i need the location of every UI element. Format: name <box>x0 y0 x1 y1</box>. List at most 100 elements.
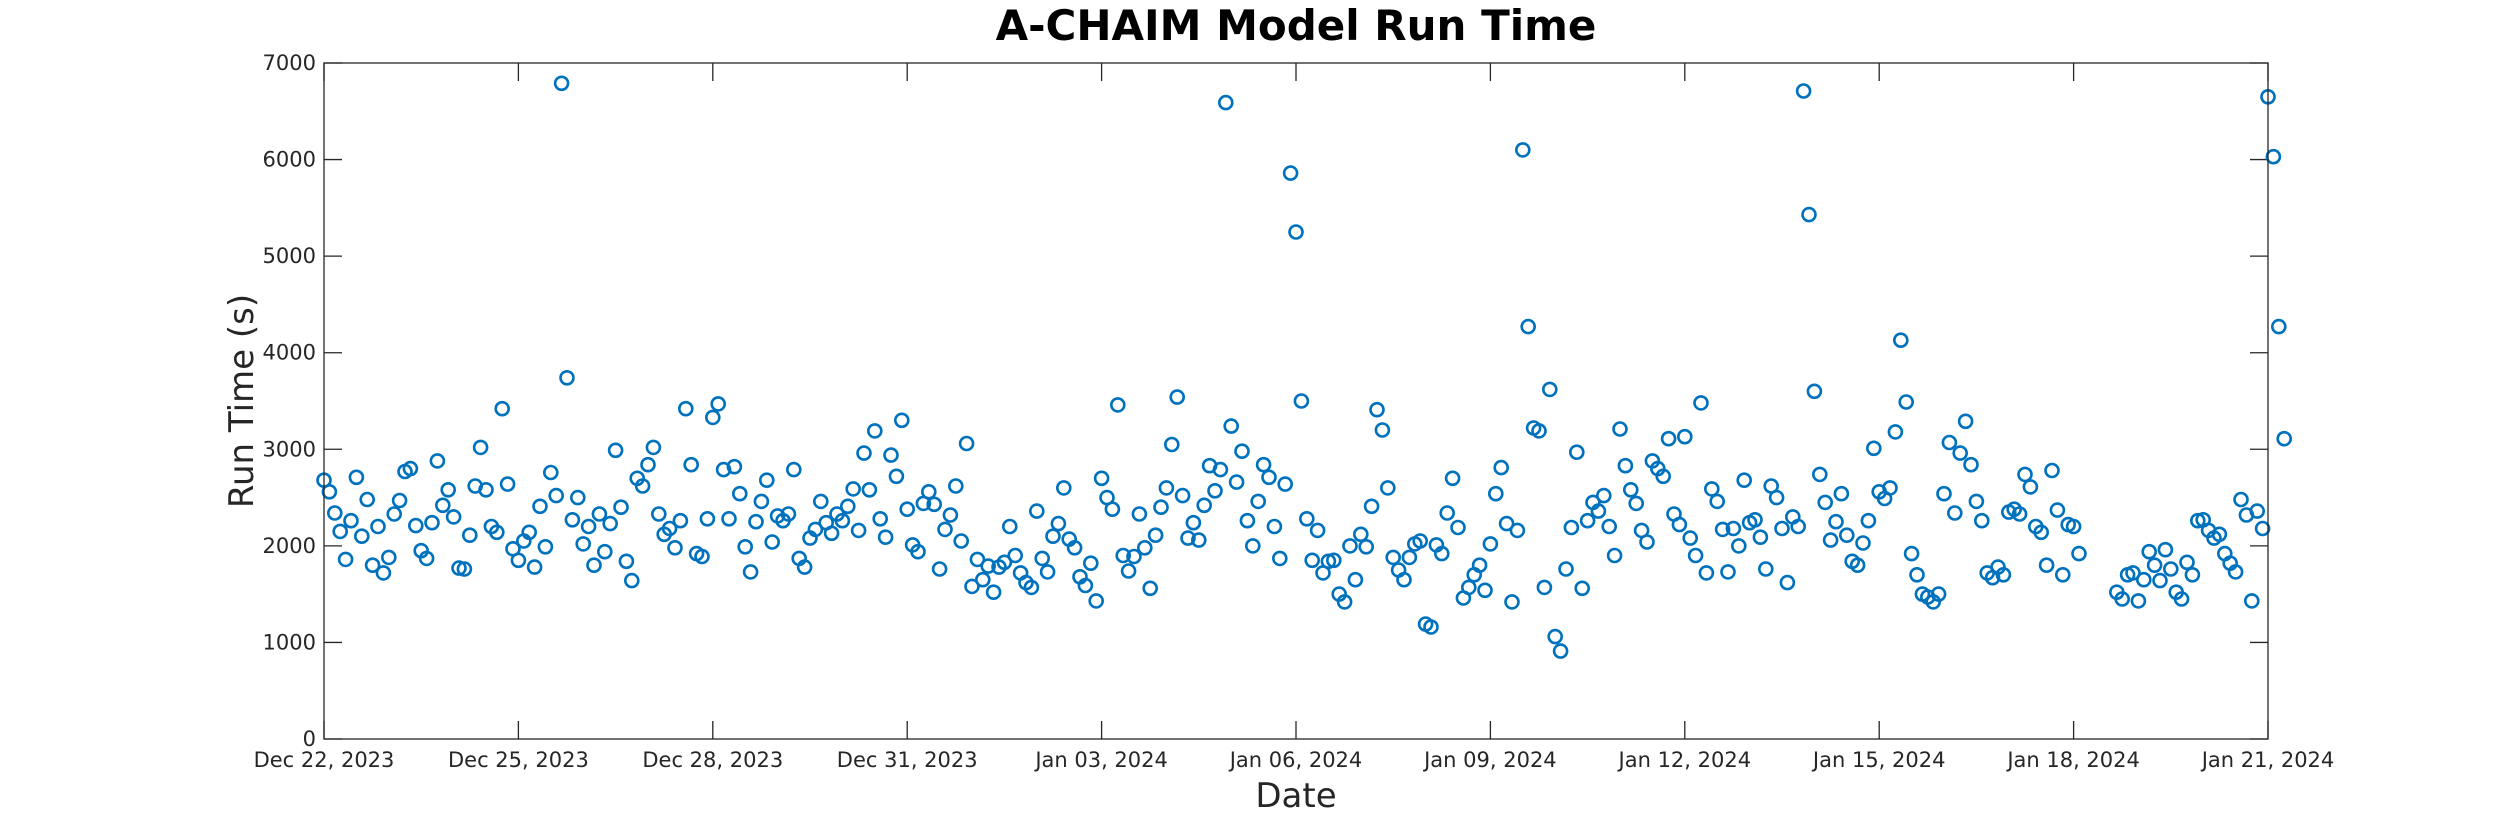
data-point <box>488 524 505 541</box>
data-point <box>2038 557 2055 574</box>
data-point <box>2233 491 2249 508</box>
data-point <box>1191 532 1207 548</box>
data-point <box>2227 564 2244 580</box>
data-point <box>434 497 451 514</box>
data-point <box>866 423 883 439</box>
data-point <box>537 538 554 555</box>
data-points <box>316 75 2292 659</box>
data-point <box>672 512 689 529</box>
data-point <box>2211 526 2228 543</box>
data-point <box>958 435 975 452</box>
data-point <box>1498 515 1515 532</box>
data-point <box>1563 519 1580 536</box>
data-point <box>737 538 754 555</box>
data-point <box>1137 539 1153 556</box>
data-point <box>1590 503 1607 519</box>
data-point <box>553 75 570 92</box>
data-point <box>785 461 802 478</box>
data-point <box>1471 557 1488 574</box>
data-point <box>1822 532 1839 548</box>
data-point <box>1223 418 1239 434</box>
data-point <box>1569 444 1585 461</box>
data-point <box>1304 552 1320 569</box>
data-point <box>494 400 511 417</box>
data-point <box>1720 564 1736 580</box>
data-point <box>1995 566 2012 583</box>
data-point <box>461 527 478 544</box>
data-point <box>942 507 959 523</box>
x-axis-label: Date <box>1255 776 1336 816</box>
data-point <box>2114 591 2130 607</box>
data-point <box>1547 628 1563 645</box>
data-point <box>1682 530 1698 546</box>
data-point <box>353 528 370 545</box>
data-point <box>1336 594 1353 610</box>
data-point <box>1358 538 1374 555</box>
data-point <box>1266 518 1283 535</box>
data-point <box>1806 383 1823 400</box>
data-point <box>1147 527 1164 544</box>
data-point <box>1839 527 1855 544</box>
data-point <box>1461 579 1477 596</box>
data-point <box>796 559 813 575</box>
data-point <box>1909 566 1925 583</box>
data-point <box>1536 579 1553 596</box>
data-point <box>753 493 770 510</box>
data-point <box>1234 443 1250 460</box>
data-point <box>1795 83 1812 99</box>
data-point <box>704 409 721 426</box>
data-point <box>899 501 916 518</box>
data-point <box>1158 480 1175 496</box>
data-point <box>1326 552 1342 569</box>
data-point <box>532 498 548 515</box>
data-point <box>596 543 613 560</box>
data-point <box>1169 389 1185 405</box>
data-point <box>1628 495 1644 512</box>
data-point <box>1828 513 1844 530</box>
data-point <box>1353 526 1369 543</box>
data-point <box>1704 481 1720 497</box>
data-point <box>964 578 980 595</box>
data-point <box>926 496 943 513</box>
data-point <box>1968 493 1985 510</box>
data-point <box>850 522 867 539</box>
data-point <box>2163 561 2179 577</box>
data-point <box>1245 538 1261 554</box>
data-point <box>440 481 457 498</box>
data-point <box>332 523 349 540</box>
data-point <box>2136 571 2152 588</box>
data-point <box>1515 142 1531 158</box>
data-point <box>980 558 997 574</box>
data-point <box>1752 529 1769 546</box>
y-tick-label: 6000 <box>263 148 316 172</box>
data-point <box>823 525 840 542</box>
data-point <box>856 445 872 461</box>
data-point <box>1574 580 1590 597</box>
data-point <box>694 548 710 565</box>
data-point <box>1412 533 1428 549</box>
data-point <box>1093 470 1110 487</box>
data-point <box>1709 493 1725 510</box>
data-point <box>1817 494 1833 511</box>
data-point <box>1088 593 1104 609</box>
data-point <box>742 564 759 580</box>
data-point <box>731 485 748 502</box>
data-point <box>845 481 862 497</box>
data-point <box>380 549 397 566</box>
data-point <box>564 511 581 528</box>
data-point <box>969 551 986 568</box>
data-point <box>1774 520 1790 537</box>
data-point <box>607 442 624 459</box>
data-point <box>1768 489 1785 506</box>
data-point <box>343 512 359 529</box>
data-point <box>1790 518 1806 535</box>
data-point <box>1849 557 1866 574</box>
y-axis-ticks: 0 1000 2000 3000 4000 5000 6000 7000 <box>263 51 2268 751</box>
data-point <box>402 460 419 477</box>
data-point <box>1677 428 1693 445</box>
data-point <box>1941 434 1958 451</box>
data-point <box>877 529 894 546</box>
data-point <box>1504 594 1520 610</box>
data-point <box>1903 545 1920 562</box>
